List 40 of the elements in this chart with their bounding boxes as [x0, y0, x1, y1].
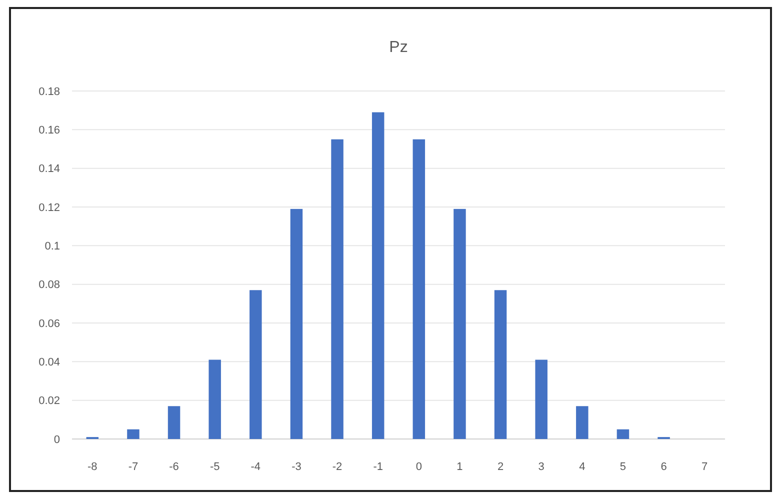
- x-tick-label: 5: [620, 461, 626, 473]
- y-tick-label: 0.14: [38, 163, 60, 176]
- bar: [372, 112, 384, 439]
- x-tick-label: -6: [169, 461, 179, 473]
- x-tick-label: -1: [373, 461, 383, 473]
- x-tick-label: 6: [660, 461, 667, 473]
- bar: [290, 208, 303, 439]
- y-tick-label: 0.06: [38, 318, 60, 330]
- y-tick-label: 0: [54, 434, 60, 446]
- x-tick-label: -8: [88, 461, 98, 473]
- x-tick-label: 2: [497, 461, 504, 473]
- bar: [208, 360, 221, 439]
- y-tick-label: 0.18: [38, 86, 60, 98]
- x-tick-label: -2: [332, 461, 342, 473]
- x-tick-label: 1: [456, 461, 463, 473]
- x-tick-label: -4: [250, 461, 261, 473]
- y-tick-label: 0.04: [38, 356, 60, 369]
- y-tick-label: 0.02: [38, 395, 60, 408]
- bar: [454, 208, 466, 439]
- bar: [616, 429, 630, 439]
- x-tick-label: 4: [579, 461, 586, 473]
- x-tick-label: -5: [210, 461, 220, 473]
- bar: [127, 429, 140, 439]
- bar: [494, 290, 507, 439]
- x-tick-label: 0: [416, 461, 422, 473]
- y-tick-label: 0.08: [38, 279, 60, 292]
- bar: [331, 139, 344, 439]
- bar: [535, 360, 548, 439]
- x-tick-label: -7: [128, 461, 138, 473]
- y-tick-label: 0.1: [44, 240, 60, 253]
- x-tick-label: 3: [538, 461, 544, 473]
- chart-title: Pz: [389, 39, 408, 56]
- x-tick-label: 7: [702, 461, 708, 473]
- x-tick-label: -3: [292, 461, 302, 473]
- y-tick-label: 0.16: [38, 124, 60, 137]
- y-tick-label: 0.12: [38, 202, 60, 214]
- bar: [168, 406, 180, 439]
- bar: [412, 139, 426, 439]
- bar: [576, 406, 588, 439]
- bar: [250, 290, 262, 439]
